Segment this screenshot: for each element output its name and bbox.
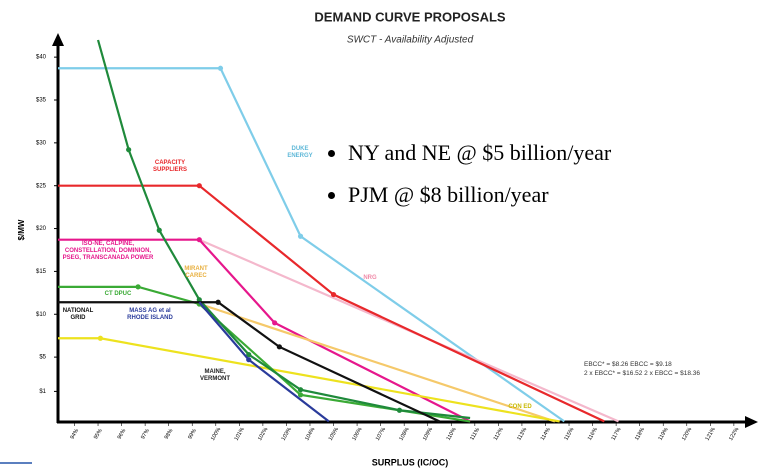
x-tick-label: 111% (469, 427, 481, 442)
chart-title: DEMAND CURVE PROPOSALS (314, 9, 506, 24)
series-point (330, 291, 337, 298)
x-tick-label: 119% (658, 427, 670, 442)
series-line (58, 67, 565, 423)
series-point (297, 233, 304, 239)
y-tick-label: $30 (36, 140, 47, 146)
y-tick-label: $20 (36, 226, 47, 232)
series-point (196, 297, 202, 303)
series-line (58, 238, 471, 423)
y-tick-label: $40 (36, 55, 47, 61)
x-tick-label: 106% (351, 427, 363, 442)
x-tick-label: 102% (257, 427, 269, 442)
annotation: EBCC* = $8.26 EBCC = $9.18 (584, 361, 672, 368)
x-tick-label: 120% (681, 427, 693, 442)
x-tick-label: 112% (493, 427, 505, 442)
series-line (58, 301, 440, 423)
series-label: MASS AG et al RHODE ISLAND (127, 308, 173, 321)
y-tick-label: $35 (36, 98, 47, 104)
series-point (97, 335, 103, 341)
x-tick-label: 117% (610, 427, 622, 442)
x-tick-label: 108% (398, 427, 410, 442)
x-tick-label: 100% (210, 427, 222, 442)
series-label: NRG (363, 275, 377, 281)
annotation: 2 x EBCC* = $16.52 2 x EBCC = $18.36 (584, 370, 700, 377)
series-point (276, 344, 282, 350)
series-line (194, 301, 556, 423)
x-tick-label: 95% (93, 428, 104, 441)
y-tick-label: $1 (39, 389, 46, 395)
series-line (58, 337, 560, 423)
x-tick-label: 118% (634, 427, 646, 442)
series-label: DUKE ENERGY (287, 146, 313, 159)
series-point (297, 392, 304, 398)
series-point (217, 65, 224, 71)
series-label: MIRANT CAREC (184, 266, 208, 279)
x-tick-label: 116% (587, 427, 599, 442)
x-tick-label: 105% (328, 427, 340, 442)
series-point (215, 299, 221, 305)
x-tick-label: 121% (705, 427, 717, 442)
y-axis-label: $/MW (17, 219, 26, 240)
series-label: MAINE, VERMONT (200, 369, 230, 382)
x-tick-label: 110% (446, 427, 458, 442)
series-point (246, 357, 252, 363)
y-tick-label: $15 (36, 269, 47, 275)
series-label: NATIONAL GRID (62, 308, 94, 321)
x-tick-label: 107% (375, 427, 387, 442)
x-axis-label: SURPLUS (IC/OC) (372, 457, 449, 467)
x-tick-label: 98% (164, 428, 175, 441)
series-label: CON ED (508, 404, 532, 410)
series-point (196, 183, 202, 189)
chart-subtitle: SWCT - Availability Adjusted (347, 35, 474, 46)
series-label: CAPACITY SUPPLIERS (152, 160, 188, 173)
y-tick-label: $25 (36, 183, 47, 189)
x-tick-label: 114% (540, 427, 552, 442)
series-line (58, 285, 471, 423)
series-point (297, 387, 304, 393)
series-point (396, 407, 403, 413)
x-tick-label: 104% (304, 427, 316, 442)
series-line (58, 184, 605, 423)
x-tick-label: 115% (563, 427, 575, 442)
y-axis-arrow (52, 33, 64, 46)
x-tick-label: 94% (70, 428, 81, 441)
x-tick-label: 99% (187, 428, 198, 441)
series-point (196, 237, 202, 243)
series-label: ISO-NE, CALPINE, CONSTELLATION, DOMINION… (62, 241, 154, 261)
x-tick-label: 113% (516, 427, 528, 442)
y-tick-label: $5 (39, 355, 46, 361)
series-point (272, 320, 278, 326)
x-tick-label: 122% (728, 427, 740, 442)
series-point (135, 284, 141, 290)
x-tick-label: 103% (281, 427, 293, 442)
y-tick-label: $10 (36, 312, 47, 318)
x-tick-label: 96% (117, 428, 128, 441)
x-tick-label: 97% (140, 428, 151, 441)
x-tick-label: 109% (422, 427, 434, 442)
series-point (156, 227, 162, 233)
bullet-list: NY and NE @ $5 billion/year PJM @ $8 bil… (348, 140, 611, 224)
series-line (96, 39, 471, 420)
bullet: PJM @ $8 billion/year (348, 182, 611, 208)
x-tick-label: 101% (234, 427, 246, 442)
x-axis-arrow (745, 416, 758, 428)
series-point (246, 351, 252, 358)
series-point (126, 147, 132, 153)
bullet: NY and NE @ $5 billion/year (348, 140, 611, 166)
series-label: CT DPUC (104, 291, 132, 297)
